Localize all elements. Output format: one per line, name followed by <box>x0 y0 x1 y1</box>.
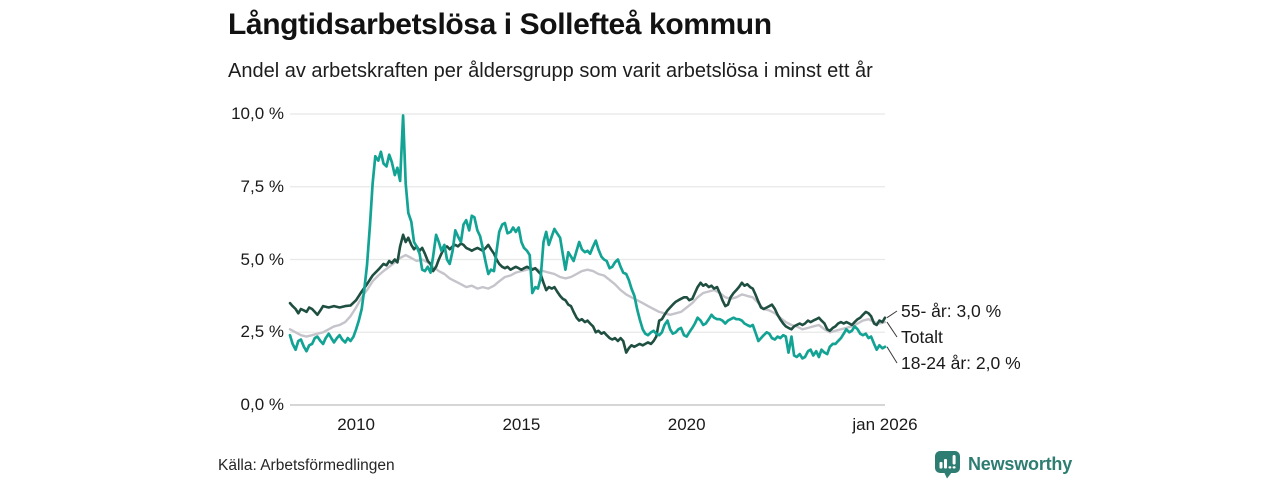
brand-logo: Newsworthy <box>934 450 1072 479</box>
series-line-55--år <box>288 233 887 354</box>
brand-name: Newsworthy <box>968 454 1073 474</box>
x-tick-label: jan 2026 <box>852 415 918 434</box>
y-tick-label: 0,0 % <box>240 395 284 414</box>
x-tick-label: 2010 <box>337 415 376 434</box>
series-line-18-24-år <box>288 114 887 360</box>
series-end-label-55: 55- år: 3,0 % <box>901 301 1002 321</box>
label-connector <box>886 310 898 319</box>
source-note: Källa: Arbetsförmedlingen <box>218 457 395 474</box>
series-end-label-totalt: Totalt <box>901 327 943 347</box>
x-tick-label: 2020 <box>667 415 706 434</box>
y-tick-label: 7,5 % <box>240 176 284 196</box>
label-connector <box>886 321 898 338</box>
label-connector <box>886 346 898 364</box>
y-tick-label: 5,0 % <box>240 249 284 269</box>
y-tick-label: 10,0 % <box>231 104 284 123</box>
page-title: Långtidsarbetslösa i Sollefteå kommun <box>228 8 772 41</box>
series-end-label-18-24: 18-24 år: 2,0 % <box>901 353 1021 373</box>
page-subtitle: Andel av arbetskraften per åldersgrupp s… <box>228 60 873 82</box>
y-tick-label: 2,5 % <box>240 322 284 342</box>
newsworthy-icon <box>935 451 960 479</box>
series-line-Totalt <box>288 253 887 338</box>
x-tick-label: 2015 <box>502 415 541 434</box>
